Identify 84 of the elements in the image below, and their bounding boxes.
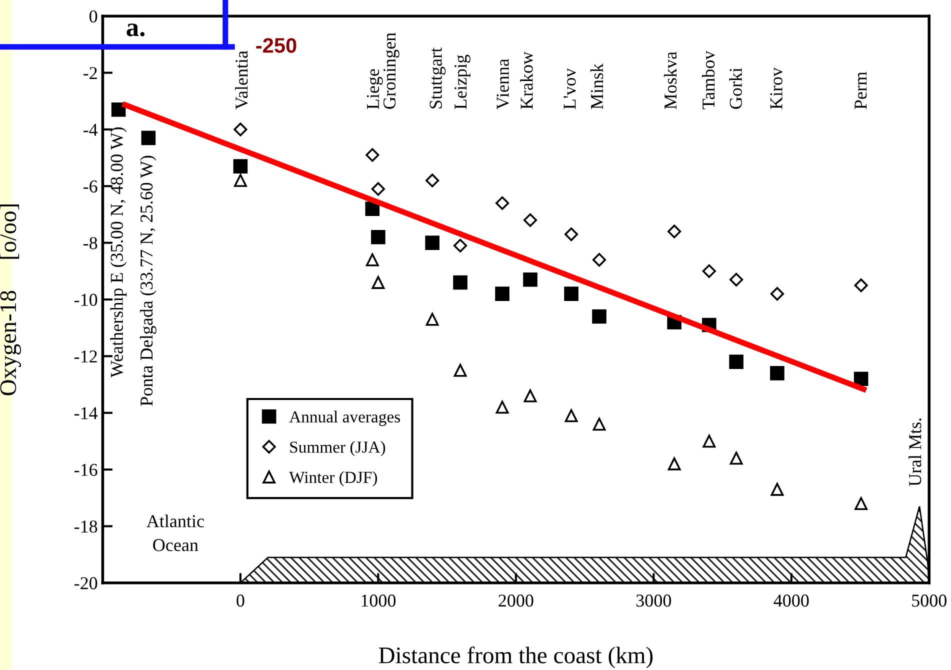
point <box>729 354 744 369</box>
point <box>668 457 681 470</box>
point <box>234 122 248 136</box>
point <box>365 202 380 216</box>
annotation: Perm <box>854 72 867 110</box>
point <box>524 389 537 402</box>
point <box>523 272 538 287</box>
point <box>730 272 744 286</box>
point <box>770 366 784 380</box>
point <box>770 287 784 301</box>
legend-label: Annual averages <box>289 410 400 426</box>
point <box>592 253 606 267</box>
point <box>426 174 440 188</box>
annotation: Vienna <box>496 58 509 110</box>
legend-label: Winter (DJF) <box>289 471 377 486</box>
point <box>366 148 380 162</box>
annotation: -250 <box>256 38 296 53</box>
x-tick-label: 3000 <box>636 594 672 607</box>
point <box>495 286 510 301</box>
point <box>702 264 716 278</box>
point <box>496 400 509 414</box>
point <box>111 102 126 117</box>
point <box>854 278 868 292</box>
x-tick-label: 1000 <box>362 594 396 607</box>
y-tick-label: -12 <box>74 350 97 362</box>
y-tick-label: -18 <box>74 520 98 533</box>
point <box>564 409 578 422</box>
point <box>371 182 385 196</box>
annotation: Krakow <box>520 52 533 110</box>
annotation: Minsk <box>590 63 604 110</box>
point <box>372 276 385 289</box>
annotation: Ural Mts. <box>908 418 922 486</box>
x-tick-label: 2000 <box>498 594 534 607</box>
annotation: a. <box>126 24 144 36</box>
point <box>730 452 743 465</box>
point <box>854 497 868 510</box>
point <box>453 238 468 252</box>
point <box>592 418 606 431</box>
annotation: Stuttgart <box>430 48 446 108</box>
y-tick-label: 0 <box>90 10 98 23</box>
annotation: Groningen <box>383 32 400 109</box>
y-tick-label: -20 <box>74 577 98 590</box>
point <box>702 434 716 448</box>
annotation: Weathership E (35.00 N, 48.00 W) <box>110 127 127 378</box>
y-tick-label: -8 <box>83 237 98 250</box>
legend-label: Summer (JJA) <box>290 441 386 456</box>
y-tick-label: -14 <box>74 407 98 420</box>
point <box>564 228 578 242</box>
annotation: Ponta Delgada (33.77 N, 25.60 W) <box>140 156 156 406</box>
x-tick-label: 4000 <box>774 594 809 607</box>
annotation: Valentia <box>235 50 248 110</box>
point <box>425 236 440 250</box>
y-axis-title: Oxygen-18 [o/oo] <box>0 204 21 396</box>
point <box>668 224 682 238</box>
point <box>234 174 247 187</box>
y-tick-label: -10 <box>74 294 98 306</box>
point <box>426 312 439 326</box>
point <box>770 482 784 496</box>
annotation: Gorki <box>729 68 742 109</box>
point <box>453 275 468 290</box>
point <box>371 230 386 244</box>
annotation: Atlantic Ocean <box>146 514 204 552</box>
x-axis-title: Distance from the coast (km) <box>378 646 653 668</box>
annotation: Kirov <box>770 67 782 110</box>
x-tick-label: 0 <box>236 594 244 607</box>
annotation: Moskva <box>664 52 677 110</box>
x-tick-label: 5000 <box>912 594 946 607</box>
point <box>592 309 606 324</box>
point <box>854 372 868 386</box>
annotation: Tambov <box>702 50 715 110</box>
point <box>141 130 156 146</box>
point <box>233 159 248 174</box>
y-tick-label: -6 <box>83 180 98 193</box>
point <box>495 196 510 210</box>
y-tick-label: -4 <box>83 124 98 136</box>
point <box>564 286 578 301</box>
point <box>523 213 538 227</box>
y-tick-label: -2 <box>83 67 97 80</box>
point <box>366 253 379 266</box>
annotation: Liege <box>366 69 383 110</box>
y-tick-label: -16 <box>74 464 98 476</box>
point <box>454 364 467 377</box>
annotation: Leizpig <box>454 54 470 110</box>
annotation: L'vov <box>564 68 576 110</box>
